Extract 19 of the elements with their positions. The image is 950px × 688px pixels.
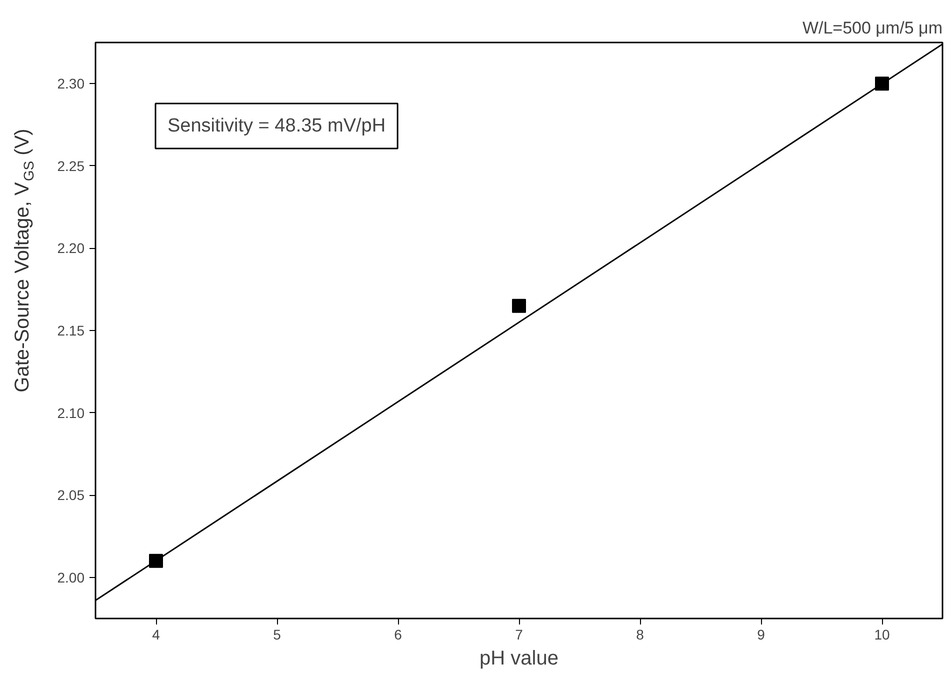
x-tick-label: 4 [152,626,160,642]
x-tick-label: 8 [636,626,644,642]
chart-title: W/L=500 μm/5 μm [802,18,943,38]
y-tick-label: 2.00 [57,569,85,586]
point [512,298,526,313]
annotation: Sensitivity = 48.35 mV/pH [168,116,386,136]
x-axis-title: pH value [480,648,558,670]
y-tick-label: 2.20 [57,240,85,256]
x-tick-label: 6 [394,626,402,642]
y-axis-title: Gate-Source Voltage, VGS (V) [12,128,36,392]
y-tick-label: 2.05 [57,487,85,504]
y-tick-label: 2.25 [57,158,85,174]
y-tick-label: 2.10 [57,404,85,421]
x-tick-label: 5 [273,626,282,642]
x-tick-label: 7 [515,626,524,642]
y-tick-label: 2.15 [57,322,85,338]
x-tick-label: 10 [874,626,890,642]
x-tick-label: 9 [757,626,766,642]
y-tick-label: 2.30 [57,76,85,92]
